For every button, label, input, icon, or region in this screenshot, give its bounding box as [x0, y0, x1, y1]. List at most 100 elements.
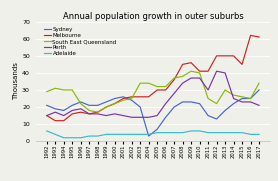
Sydney [198, 103, 201, 105]
Sydney [121, 96, 125, 98]
Adelaide [96, 135, 99, 137]
Perth [105, 115, 108, 117]
Adelaide [198, 130, 201, 132]
Perth [164, 103, 167, 105]
Perth [121, 115, 125, 117]
South East Queensland [79, 103, 82, 105]
Legend: Sydney, Melbourne, South East Queensland, Perth, Adelaide: Sydney, Melbourne, South East Queensland… [44, 27, 117, 56]
South East Queensland [189, 70, 193, 72]
Perth [79, 108, 82, 110]
South East Queensland [54, 87, 57, 89]
Melbourne [224, 55, 227, 57]
Adelaide [130, 133, 133, 135]
Adelaide [207, 132, 210, 134]
Adelaide [79, 137, 82, 139]
South East Queensland [96, 111, 99, 113]
Adelaide [88, 135, 91, 137]
Melbourne [240, 63, 244, 66]
Sydney [257, 89, 261, 91]
South East Queensland [249, 97, 252, 100]
Adelaide [113, 133, 116, 135]
Melbourne [155, 89, 159, 91]
Adelaide [121, 133, 125, 135]
South East Queensland [105, 106, 108, 108]
Melbourne [79, 111, 82, 113]
Perth [54, 111, 57, 113]
Melbourne [88, 113, 91, 115]
Melbourne [164, 89, 167, 91]
Perth [257, 104, 261, 106]
South East Queensland [164, 85, 167, 88]
South East Queensland [138, 82, 142, 84]
South East Queensland [155, 85, 159, 88]
Melbourne [121, 97, 125, 100]
Adelaide [189, 130, 193, 132]
Melbourne [207, 70, 210, 72]
Adelaide [164, 132, 167, 134]
Adelaide [181, 132, 184, 134]
Melbourne [54, 120, 57, 122]
Sydney [88, 104, 91, 106]
Sydney [164, 116, 167, 118]
Perth [249, 101, 252, 103]
Adelaide [232, 132, 235, 134]
South East Queensland [232, 94, 235, 96]
Sydney [79, 101, 82, 103]
Sydney [189, 101, 193, 103]
Melbourne [215, 55, 218, 57]
Melbourne [45, 115, 48, 117]
South East Queensland [71, 89, 74, 91]
Sydney [138, 106, 142, 108]
Perth [181, 82, 184, 84]
Adelaide [62, 137, 65, 139]
Line: Perth: Perth [47, 71, 259, 117]
Adelaide [240, 132, 244, 134]
Melbourne [198, 70, 201, 72]
Adelaide [215, 132, 218, 134]
Adelaide [172, 132, 176, 134]
Perth [113, 113, 116, 115]
Adelaide [249, 133, 252, 135]
Sydney [96, 104, 99, 106]
South East Queensland [181, 75, 184, 77]
Sydney [240, 97, 244, 100]
Melbourne [130, 96, 133, 98]
Adelaide [138, 133, 142, 135]
South East Queensland [130, 97, 133, 100]
Adelaide [71, 137, 74, 139]
South East Queensland [224, 89, 227, 91]
Sydney [71, 104, 74, 106]
Perth [45, 115, 48, 117]
Y-axis label: Thousands: Thousands [13, 62, 19, 100]
Perth [232, 97, 235, 100]
Melbourne [62, 120, 65, 122]
Perth [207, 89, 210, 91]
South East Queensland [88, 109, 91, 111]
South East Queensland [113, 103, 116, 105]
South East Queensland [198, 72, 201, 74]
Line: Sydney: Sydney [47, 90, 259, 136]
Melbourne [257, 36, 261, 38]
Adelaide [257, 133, 261, 135]
Adelaide [224, 132, 227, 134]
Melbourne [71, 113, 74, 115]
Sydney [147, 135, 150, 137]
Melbourne [105, 106, 108, 108]
Sydney [232, 103, 235, 105]
Perth [240, 101, 244, 103]
Melbourne [113, 103, 116, 105]
South East Queensland [240, 96, 244, 98]
Adelaide [54, 133, 57, 135]
Sydney [249, 97, 252, 100]
Sydney [105, 101, 108, 103]
Line: Melbourne: Melbourne [47, 35, 259, 121]
Sydney [181, 101, 184, 103]
South East Queensland [62, 89, 65, 91]
South East Queensland [121, 99, 125, 101]
Sydney [224, 109, 227, 111]
Sydney [62, 109, 65, 111]
Melbourne [232, 55, 235, 57]
Perth [198, 77, 201, 79]
Adelaide [45, 130, 48, 132]
Perth [62, 115, 65, 117]
